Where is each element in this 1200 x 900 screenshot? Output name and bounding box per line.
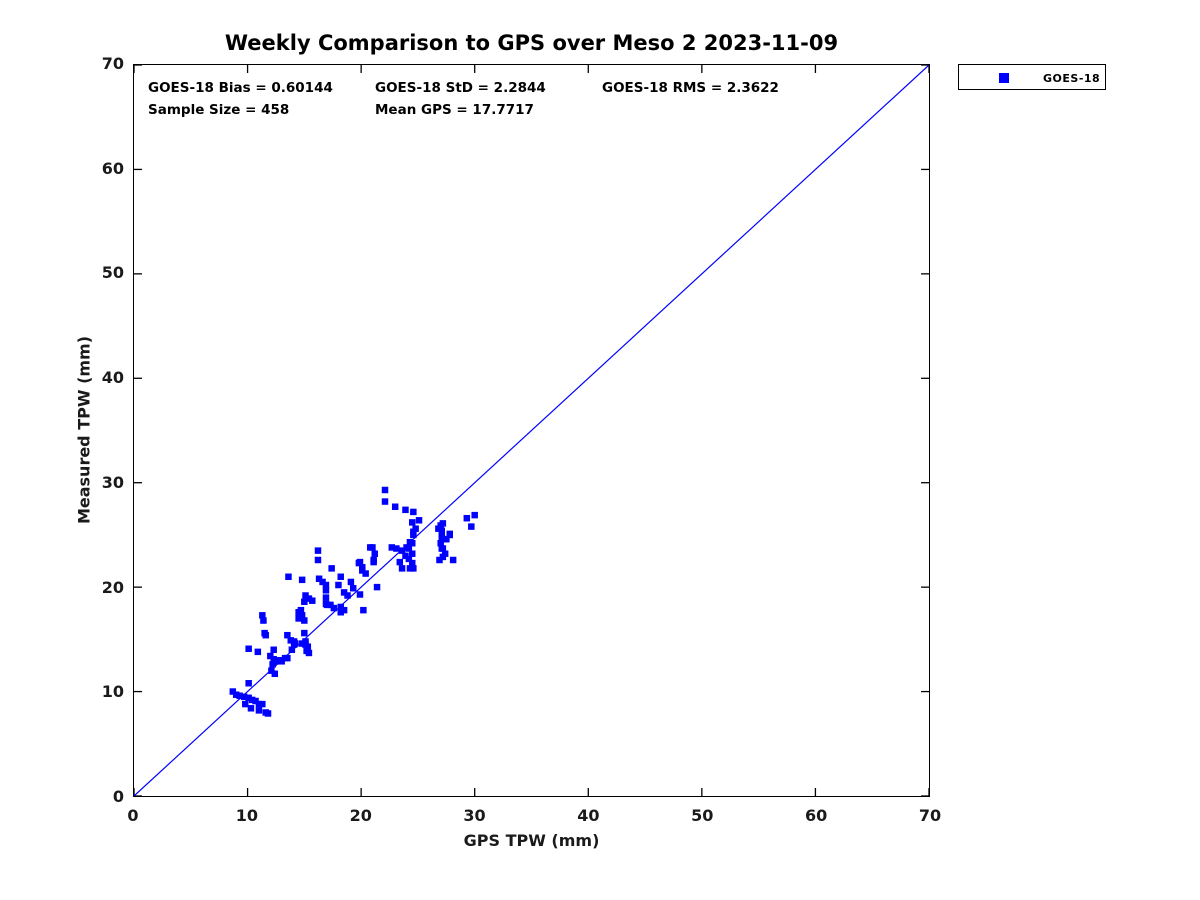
legend-box: GOES-18 <box>958 64 1106 90</box>
x-tick-label: 0 <box>127 806 139 825</box>
x-axis-label: GPS TPW (mm) <box>463 831 600 850</box>
stat-rms: GOES-18 RMS = 2.3622 <box>602 80 779 96</box>
x-tick-label: 50 <box>691 806 714 825</box>
y-tick-label: 50 <box>101 263 124 283</box>
legend-label: GOES-18 <box>1043 72 1101 85</box>
stat-bias: GOES-18 Bias = 0.60144 <box>148 80 333 96</box>
y-tick-label: 40 <box>101 368 124 388</box>
stat-mean-gps: Mean GPS = 17.7717 <box>375 102 534 118</box>
x-tick-label: 70 <box>918 806 942 825</box>
x-tick-label: 30 <box>463 806 486 825</box>
y-tick-label: 70 <box>101 54 124 73</box>
y-tick-label: 60 <box>101 158 124 178</box>
plot-svg <box>134 65 929 796</box>
plot-area <box>133 64 930 797</box>
y-tick-label: 0 <box>112 787 124 806</box>
x-tick-label: 40 <box>577 806 600 825</box>
chart-title: Weekly Comparison to GPS over Meso 2 202… <box>224 31 839 55</box>
x-tick-label: 20 <box>349 806 372 825</box>
y-tick-label: 30 <box>101 472 124 492</box>
legend-marker-square <box>999 73 1009 83</box>
x-tick-label: 10 <box>235 806 258 825</box>
y-tick-label: 10 <box>101 682 124 702</box>
y-tick-label: 20 <box>101 577 124 597</box>
stat-std: GOES-18 StD = 2.2844 <box>375 80 546 96</box>
y-axis-label: Measured TPW (mm) <box>74 335 94 525</box>
x-tick-label: 60 <box>805 806 828 825</box>
stat-sample-size: Sample Size = 458 <box>148 102 290 118</box>
